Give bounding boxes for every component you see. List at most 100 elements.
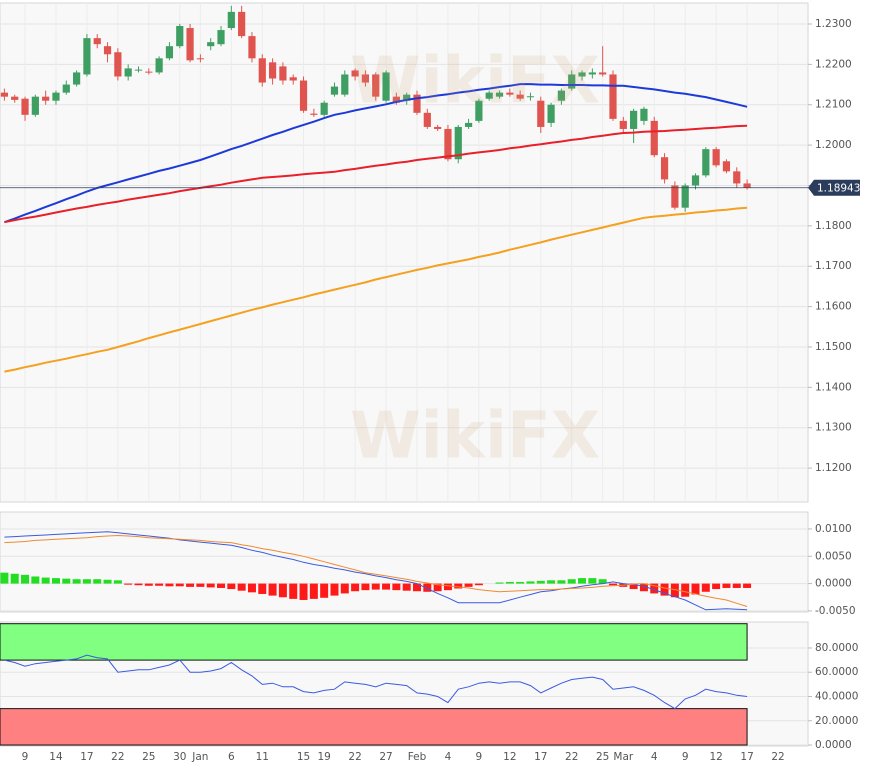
x-tick-label: 9 [682, 751, 689, 763]
histogram-bar [557, 580, 566, 584]
candle-body [454, 126, 462, 160]
candle-body [671, 185, 679, 208]
histogram-bar [443, 583, 452, 591]
histogram-bar [598, 579, 607, 584]
x-tick-label: 12 [709, 751, 722, 763]
histogram-bar [31, 576, 40, 584]
histogram-bar [732, 583, 741, 588]
x-tick-label: 30 [173, 751, 186, 763]
indicator-line [4, 531, 748, 611]
candle-body [578, 72, 586, 77]
candle-body [392, 96, 400, 103]
histogram-bar [464, 583, 473, 587]
panel-background [0, 511, 809, 613]
histogram-bar [82, 579, 91, 584]
histogram-bar [206, 583, 215, 588]
candle-body [413, 94, 421, 113]
candle-body [134, 69, 143, 71]
candle-body [743, 183, 751, 188]
histogram-bar [278, 583, 287, 598]
candle-body [155, 58, 163, 73]
candle-body [702, 149, 710, 176]
histogram-bar [578, 578, 587, 584]
candle-body [588, 72, 596, 75]
candle-body [537, 100, 545, 127]
candle-body [599, 72, 607, 75]
histogram-bar [237, 583, 246, 591]
histogram-bar [691, 583, 700, 595]
rsi-zone [0, 708, 748, 746]
histogram-bar [144, 583, 153, 586]
x-tick-label: 22 [111, 751, 124, 763]
indicator-line [4, 206, 748, 373]
candle-body [83, 38, 91, 75]
x-tick-label: 4 [651, 751, 658, 763]
candle-body [475, 100, 483, 121]
watermarks: WikiFX WikiFX [350, 45, 600, 474]
histogram-bar [382, 583, 391, 590]
histogram-bar [41, 577, 50, 584]
x-tick-label: 19 [317, 751, 330, 763]
candle-body [444, 128, 452, 160]
candle-body [248, 36, 256, 59]
x-tick-label: 17 [80, 751, 93, 763]
x-tick-label: 17 [534, 751, 547, 763]
candle-body [372, 74, 380, 97]
histogram-bar [175, 583, 184, 587]
histogram-bar [526, 581, 535, 584]
candle-body [207, 42, 215, 47]
x-tick-label: 6 [228, 751, 235, 763]
candle-body [176, 26, 184, 47]
indicator-line [4, 124, 748, 224]
candle-body [103, 46, 112, 55]
histogram-bar [536, 580, 545, 584]
histogram-bar [413, 583, 421, 592]
candle-body [11, 96, 19, 100]
last-price-label: 1.189430 [817, 182, 867, 194]
histogram-bar [309, 583, 318, 599]
histogram-bar [629, 583, 638, 590]
candle-body [279, 66, 287, 81]
candle-body [506, 92, 514, 95]
y-tick-label: 1.2000 [815, 139, 852, 151]
last-price-tag [808, 179, 860, 196]
histogram-bar [186, 583, 195, 587]
candle-body [145, 71, 153, 73]
rsi-zone [0, 623, 748, 661]
histogram-bar [10, 573, 19, 584]
candle-body [238, 11, 246, 37]
histogram-bar [608, 583, 617, 586]
candle-body [289, 77, 297, 81]
candle-body [320, 102, 328, 115]
histogram-bar [103, 579, 112, 584]
histogram-bar [639, 583, 648, 592]
histogram-bar [247, 583, 256, 593]
histogram-bar [681, 583, 690, 597]
histogram-bar [743, 583, 752, 588]
x-tick-label: 25 [142, 751, 155, 763]
x-tick-label: Mar [613, 751, 633, 763]
histogram-bar [454, 583, 463, 589]
candle-body [227, 11, 235, 29]
y-tick-label: 40.0000 [815, 690, 858, 702]
candle-body [310, 113, 318, 115]
y-tick-label: 1.1300 [815, 422, 852, 434]
y-tick-label: 1.1600 [815, 301, 852, 313]
indicator-line [4, 83, 748, 224]
histogram-bar [402, 583, 411, 591]
histogram-bar [21, 574, 30, 584]
indicator-line [4, 654, 748, 710]
histogram-bar [588, 578, 597, 584]
histogram-bar [351, 583, 360, 592]
candle-body [268, 62, 277, 79]
y-tick-label: 1.1700 [815, 260, 852, 272]
histogram-bar [660, 583, 669, 596]
candle-body [733, 171, 741, 184]
histogram-bar [670, 583, 679, 598]
candle-body [62, 84, 70, 93]
candle-body [557, 90, 566, 101]
histogram-bar [712, 583, 721, 590]
watermark: WikiFX [350, 400, 600, 474]
histogram-bar [516, 581, 525, 584]
candle-body [568, 74, 576, 89]
